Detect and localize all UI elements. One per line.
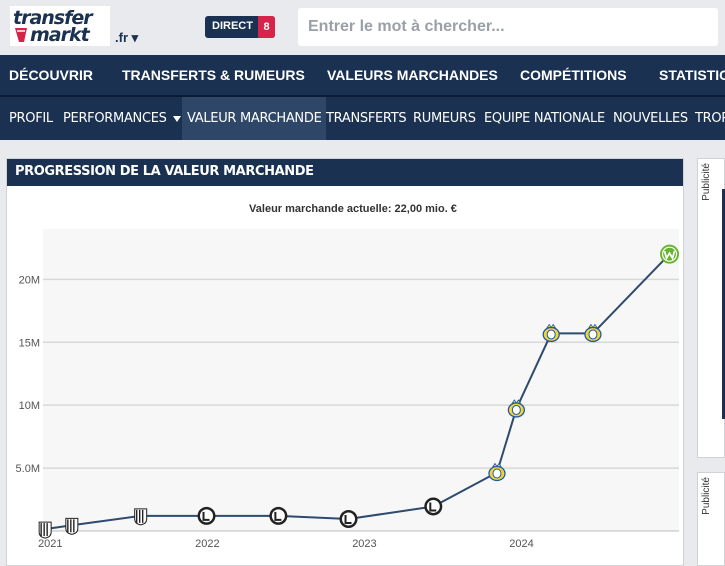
x-tick-label: 2023	[352, 538, 376, 550]
crest-letter	[663, 250, 676, 261]
crest-shield	[134, 508, 148, 526]
crest-ring	[661, 246, 678, 262]
direct-count-badge: 8	[258, 16, 275, 38]
tab-equipe-nationale[interactable]: EQUIPE NATIONALE	[484, 111, 605, 126]
lugano-icon	[197, 506, 216, 525]
tab-rumeurs[interactable]: RUMEURS	[413, 111, 476, 126]
saint-gilloise-icon	[488, 462, 506, 482]
search-input[interactable]	[308, 17, 688, 37]
crest-inner	[492, 468, 502, 479]
crest-crown	[511, 399, 522, 404]
lugano-icon	[269, 506, 288, 525]
lugano-icon	[424, 497, 443, 516]
panel-title: PROGRESSION DE LA VALEUR MARCHANDE	[15, 164, 314, 179]
panel-header: PROGRESSION DE LA VALEUR MARCHANDE	[7, 159, 683, 186]
crest-crown	[492, 462, 502, 468]
crest-inner	[546, 329, 556, 340]
crest-shield	[65, 517, 79, 535]
ad-image	[722, 189, 725, 419]
juventus-icon	[134, 508, 148, 526]
crest-letter	[202, 511, 210, 521]
crest-shield	[38, 521, 52, 539]
crest-letter	[344, 515, 352, 525]
player-sub-nav: PROFIL PERFORMANCES VALEUR MARCHANDE TRA…	[0, 95, 725, 140]
ad-slot-1: Publicité	[697, 158, 725, 458]
main-nav: DÉCOUVRIR TRANSFERTS & RUMEURS VALEURS M…	[0, 55, 725, 95]
saint-gilloise-icon	[584, 323, 602, 343]
crest-crown	[588, 323, 598, 329]
logo-text-line1: transfer	[13, 7, 93, 29]
logo-mark-icon	[15, 28, 27, 42]
x-tick-label: 2022	[195, 538, 219, 550]
x-tick-label: 2024	[509, 538, 533, 550]
lugano-icon	[339, 510, 358, 529]
x-tick-label: 2021	[38, 538, 62, 550]
tab-valeur-marchande[interactable]: VALEUR MARCHANDE	[182, 97, 327, 140]
tab-transferts[interactable]: TRANSFERTS	[326, 111, 407, 126]
chevron-down-icon	[172, 115, 181, 122]
top-header: transfer markt .fr ▾ DIRECT 8	[0, 0, 725, 55]
tab-performances-label: PERFORMANCES	[63, 111, 167, 126]
transfermarkt-logo[interactable]: transfer markt	[10, 6, 110, 46]
nav-transferts-rumeurs[interactable]: TRANSFERTS & RUMEURS	[122, 67, 305, 83]
saint-gilloise-icon	[542, 323, 560, 343]
y-tick-label: 5.0M	[16, 463, 40, 475]
plot-area	[43, 229, 679, 531]
juventus-icon	[38, 521, 52, 539]
crest-crown	[546, 323, 556, 329]
nav-statistics[interactable]: STATISTIC	[659, 67, 725, 83]
y-tick-label: 10M	[19, 400, 40, 412]
crest-letter	[429, 502, 437, 512]
crest-inner	[588, 329, 598, 340]
y-tick-label: 20M	[19, 274, 40, 286]
chart-title: Valeur marchande actuelle: 22,00 mio. €	[249, 203, 457, 215]
nav-decouvrir[interactable]: DÉCOUVRIR	[9, 67, 94, 83]
ad-label: Publicité	[701, 477, 712, 515]
juventus-icon	[65, 517, 79, 535]
nav-valeurs-marchandes[interactable]: VALEURS MARCHANDES	[327, 67, 498, 83]
logo-text-line2: markt	[30, 24, 90, 46]
wolfsburg-icon	[660, 244, 680, 264]
direct-button[interactable]: DIRECT 8	[205, 16, 275, 38]
market-value-chart: Valeur marchande actuelle: 22,00 mio. € 5…	[16, 203, 680, 550]
crest-letter	[274, 511, 282, 521]
y-tick-label: 15M	[19, 337, 40, 349]
tab-nouvelles[interactable]: NOUVELLES	[613, 111, 688, 126]
tab-profil[interactable]: PROFIL	[9, 111, 53, 126]
saint-gilloise-icon	[507, 399, 525, 418]
ad-slot-2: Publicité	[697, 472, 725, 566]
ad-label: Publicité	[701, 163, 712, 201]
search-box	[298, 8, 718, 46]
tab-performances[interactable]: PERFORMANCES	[63, 97, 181, 140]
market-value-panel: PROGRESSION DE LA VALEUR MARCHANDE Valeu…	[6, 158, 684, 566]
nav-competitions[interactable]: COMPÉTITIONS	[520, 67, 627, 83]
country-selector[interactable]: .fr ▾	[115, 30, 139, 45]
direct-label: DIRECT	[212, 20, 253, 32]
crest-inner	[511, 404, 521, 415]
